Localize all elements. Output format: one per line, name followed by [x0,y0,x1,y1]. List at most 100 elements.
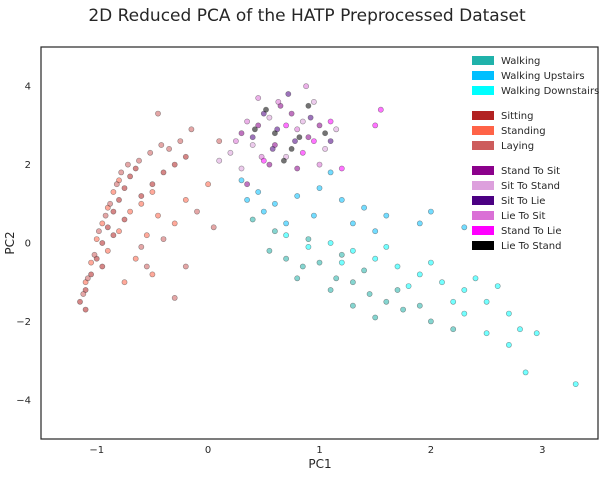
data-point [260,208,267,215]
legend-item: Lie To Stand [472,241,561,252]
data-point [288,110,295,117]
data-point [307,114,314,121]
data-point [149,271,156,278]
data-point [483,330,490,337]
series-walking [249,216,457,333]
legend-label: Standing [501,126,546,137]
data-point [136,157,142,164]
data-point [249,134,256,141]
x-tick-label: 0 [205,445,211,456]
data-point [416,220,423,227]
data-point [255,122,262,129]
data-point [303,83,309,90]
data-point [305,102,312,109]
legend-swatch [472,166,494,175]
data-point [305,134,312,141]
legend-swatch [472,141,494,150]
data-point [182,153,189,160]
data-point [107,200,113,207]
data-point [294,275,301,282]
data-point [99,220,106,227]
data-point [116,228,122,235]
data-point [171,220,178,227]
series-standing [82,177,211,286]
data-point [305,236,312,242]
data-point [132,165,139,172]
data-point [285,91,292,97]
series-laying [80,110,223,301]
data-point [118,169,125,176]
legend-swatch [472,86,494,95]
data-point [327,240,334,246]
legend-item: Sitting [472,111,533,122]
data-point [383,298,390,305]
data-point [416,302,423,309]
data-point [205,181,211,188]
data-point [327,287,334,293]
data-point [316,259,323,266]
data-point [283,255,289,262]
data-point [292,138,298,144]
legend-swatch [472,241,494,250]
data-point [427,208,434,215]
data-point [333,275,340,282]
data-point [316,185,323,191]
x-tick-label: 3 [539,445,545,456]
data-point [327,118,334,125]
data-point [349,247,356,254]
data-point [372,122,379,129]
data-point [338,251,345,258]
data-point [377,106,384,113]
chart-title: 2D Reduced PCA of the HATP Preprocessed … [88,6,526,26]
data-point [121,279,128,286]
data-point [88,259,94,266]
legend-swatch [472,56,494,65]
series-stand-to-lie [260,106,384,172]
data-point [305,243,312,250]
data-point [138,200,145,207]
data-point [349,279,356,286]
data-point [244,196,250,203]
data-point [127,173,134,180]
data-point [91,251,98,258]
data-point [310,138,317,144]
data-point [461,310,468,317]
data-point [522,369,529,376]
data-point [194,208,200,215]
data-point [461,224,468,231]
data-point [349,302,356,309]
data-point [104,224,111,231]
data-point [160,169,167,176]
data-point [88,271,94,278]
legend-label: Sit To Stand [501,181,560,192]
legend-swatch [472,211,494,220]
data-point [138,243,145,250]
data-point [361,267,367,274]
data-point [394,287,401,293]
data-point [110,208,117,215]
data-point [316,161,323,168]
legend-label: Sit To Lie [501,196,545,207]
data-point [263,106,269,113]
data-point [327,169,334,176]
data-point [310,212,317,219]
data-point [251,126,258,133]
data-point [294,193,301,199]
data-point [283,122,289,129]
legend-item: Walking Upstairs [472,71,585,82]
data-point [249,216,256,223]
data-point [405,283,412,289]
plot-frame [40,46,599,440]
legend-item: Sit To Stand [472,181,560,192]
data-point [80,291,87,297]
data-point [275,99,282,105]
data-point [232,138,239,144]
data-point [533,330,540,337]
x-tick-label: 1 [316,445,322,456]
data-point [472,275,479,282]
data-point [255,95,262,101]
legend-item: Sit To Lie [472,196,545,207]
data-point [266,114,273,121]
